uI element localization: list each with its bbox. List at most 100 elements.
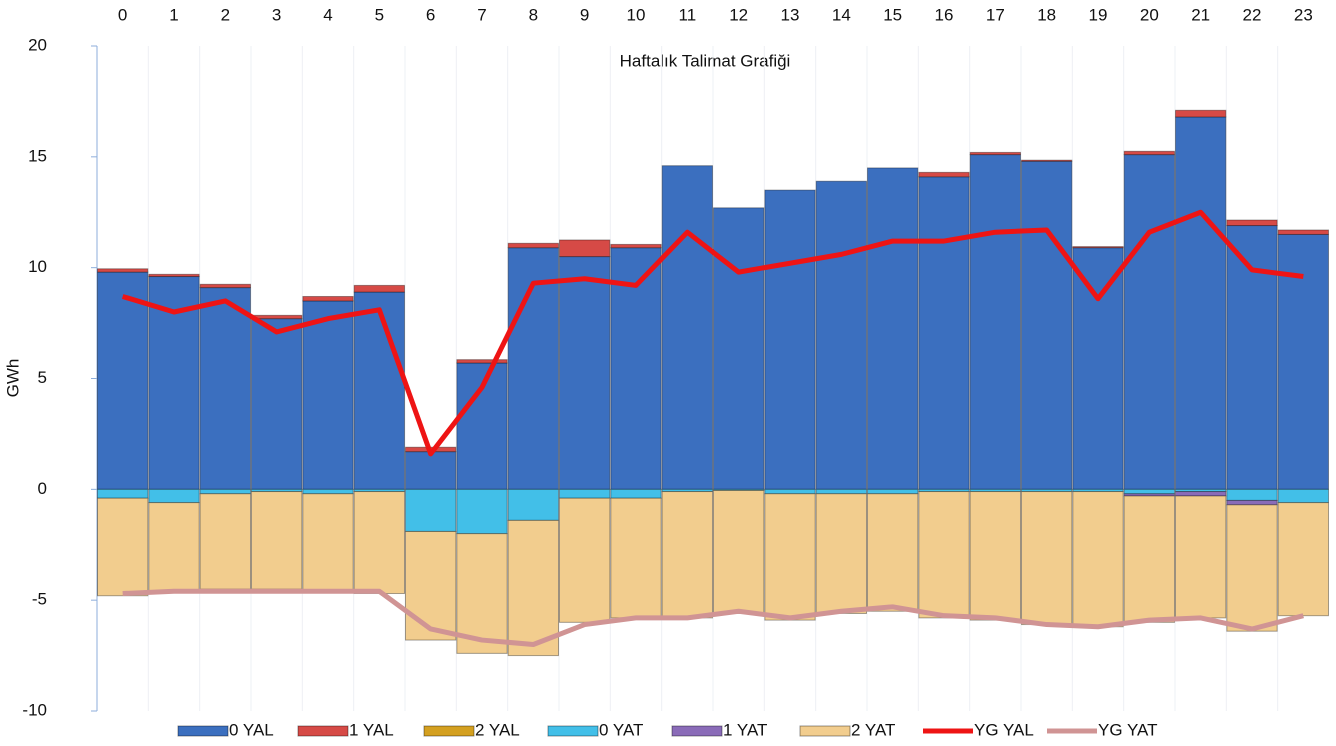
bar-segment [1072, 491, 1124, 628]
bar-segment [815, 488, 868, 495]
bar-segment [764, 189, 816, 490]
x-tick-label: 3 [272, 5, 281, 24]
x-tick-label: 16 [935, 5, 954, 24]
bar-segment [1123, 488, 1175, 495]
bar-segment [302, 488, 354, 495]
bar-segment [1175, 109, 1227, 118]
legend-swatch [547, 725, 599, 737]
bar-segment [507, 488, 559, 521]
y-tick-label: -5 [32, 590, 47, 609]
x-tick-label: 10 [627, 5, 646, 24]
bar-segment [1226, 499, 1278, 506]
x-tick-label: 20 [1140, 5, 1159, 24]
x-tick-label: 19 [1089, 5, 1108, 24]
y-tick-label: 15 [28, 146, 47, 165]
bar-segment [405, 488, 457, 532]
x-tick-label: 5 [375, 5, 384, 24]
bar-segment [148, 502, 200, 592]
bar-segment [199, 488, 252, 495]
legend-label: 2 YAT [851, 720, 895, 739]
legend-swatch [297, 725, 349, 737]
x-tick-label: 8 [529, 5, 538, 24]
x-tick-label: 23 [1294, 5, 1313, 24]
bar-segment [713, 207, 765, 490]
bar-segment [1123, 495, 1175, 623]
legend-label: 2 YAL [475, 720, 520, 739]
y-tick-label: 0 [38, 479, 47, 498]
bar-segment [1277, 229, 1329, 235]
legend-label: YG YAT [1098, 720, 1158, 739]
bar-segment [1277, 488, 1329, 504]
bar-segment [610, 247, 662, 490]
bar-segment [251, 314, 303, 320]
bar-segment [610, 488, 662, 499]
bar-segment [1021, 491, 1073, 626]
bar-segment [764, 493, 816, 621]
x-tick-label: 0 [118, 5, 127, 24]
bar-segment [610, 497, 662, 619]
bar-segment [1175, 495, 1227, 619]
bar-segment [251, 491, 303, 590]
legend-label: 0 YAL [229, 720, 274, 739]
legend-swatch [177, 725, 229, 737]
bar-segment [456, 488, 508, 535]
line-series [122, 588, 1304, 647]
bar-segment [559, 488, 611, 499]
bar-segment [867, 167, 919, 490]
bar-segment [969, 154, 1022, 490]
x-tick-label: 11 [679, 5, 697, 24]
bar-segment [661, 491, 714, 619]
bar-segment [199, 493, 252, 590]
bar-segment [507, 519, 559, 657]
bar-segment [1277, 502, 1329, 617]
y-tick-label: 5 [38, 368, 47, 387]
bar-segment [97, 268, 149, 273]
legend-swatch [423, 725, 475, 737]
bar-segment [251, 318, 303, 490]
legend-swatch [671, 725, 723, 737]
legend-label: YG YAL [974, 720, 1034, 739]
bar-segment [456, 533, 508, 654]
bar-segment [918, 491, 970, 619]
bar-segment [918, 176, 970, 490]
bar-segment [353, 291, 405, 490]
bar-segment [559, 497, 611, 623]
x-tick-label: 17 [986, 5, 1005, 24]
bar-segment [199, 283, 252, 289]
bar-segment [97, 271, 149, 490]
bar-segment [1226, 504, 1278, 632]
bar-segment [302, 493, 354, 592]
x-tick-label: 7 [477, 5, 486, 24]
legend-label: 1 YAL [349, 720, 394, 739]
bar-segment [405, 530, 457, 641]
legend-label: 0 YAT [599, 720, 643, 739]
bar-segment [559, 256, 611, 490]
x-tick-label: 12 [729, 5, 748, 24]
bar-segment [1175, 491, 1227, 497]
bar-segment [507, 242, 559, 249]
x-tick-label: 22 [1243, 5, 1262, 24]
bar-segment [969, 491, 1022, 621]
x-tick-label: 14 [832, 5, 851, 24]
bar-segment [867, 488, 919, 495]
bar-segment [353, 284, 405, 293]
bar-segment [867, 493, 919, 612]
y-axis-label: GWh [3, 359, 22, 398]
bar-segment [764, 488, 816, 495]
bar-segment [559, 239, 611, 258]
bar-segment [1226, 488, 1278, 501]
bar-segment [1072, 247, 1124, 490]
bar-segment [148, 488, 200, 504]
legend-label: 1 YAT [723, 720, 767, 739]
bar-segment [1021, 160, 1073, 490]
bar-segment [815, 180, 868, 490]
x-tick-label: 2 [221, 5, 230, 24]
bar-segment [1226, 225, 1278, 490]
y-tick-label: 20 [28, 35, 47, 54]
bar-segment [1277, 233, 1329, 490]
bar-segment [661, 165, 714, 490]
x-tick-label: 9 [580, 5, 589, 24]
bar-segment [713, 489, 765, 614]
bar-segment [405, 451, 457, 490]
